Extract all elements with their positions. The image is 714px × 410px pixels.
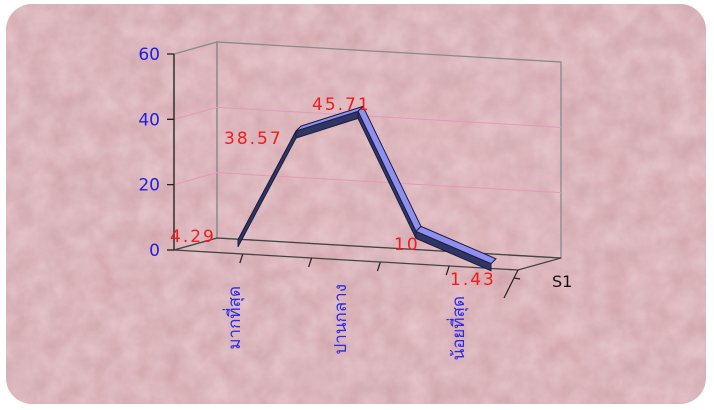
marble-texture-light	[6, 4, 706, 404]
data-label: 1.43	[450, 270, 496, 290]
plot-area: 0 20 40 60 4.29 38.57 45.71 10 1.43 มากที่สุด ปานก…	[138, 41, 572, 360]
x-category-label: ปานกลาง	[331, 284, 351, 355]
y-tick-label: 60	[138, 45, 160, 65]
y-tick-label: 0	[149, 241, 160, 261]
data-label: 45.71	[312, 95, 371, 115]
x-category-label: มากที่สุด	[222, 286, 245, 350]
y-tick-label: 40	[138, 110, 160, 130]
x-tick-mark	[308, 257, 313, 268]
side-wall	[173, 41, 218, 251]
x-tick-mark	[376, 261, 381, 272]
data-label: 10	[394, 235, 420, 255]
ribbon-front-segment	[415, 230, 492, 272]
floor	[173, 237, 562, 271]
gridline-40	[173, 106, 562, 128]
chart-frame: 0 20 40 60 4.29 38.57 45.71 10 1.43 มากที่สุด ปานก…	[6, 4, 706, 404]
depth-tick-mark	[513, 277, 521, 280]
gridline-20	[173, 172, 562, 194]
back-wall	[216, 41, 562, 259]
depth-axis-line	[503, 269, 519, 299]
series-label: S1	[552, 272, 572, 291]
y-tick-label: 20	[138, 176, 160, 196]
x-category-label: น้อยที่สุด	[446, 296, 469, 360]
x-tick-mark	[239, 253, 244, 264]
data-label: 4.29	[170, 227, 216, 247]
x-tick-mark	[445, 265, 450, 276]
data-label: 38.57	[224, 129, 283, 149]
line-chart-3d: 0 20 40 60 4.29 38.57 45.71 10 1.43 มากที่สุด ปานก…	[6, 4, 706, 404]
